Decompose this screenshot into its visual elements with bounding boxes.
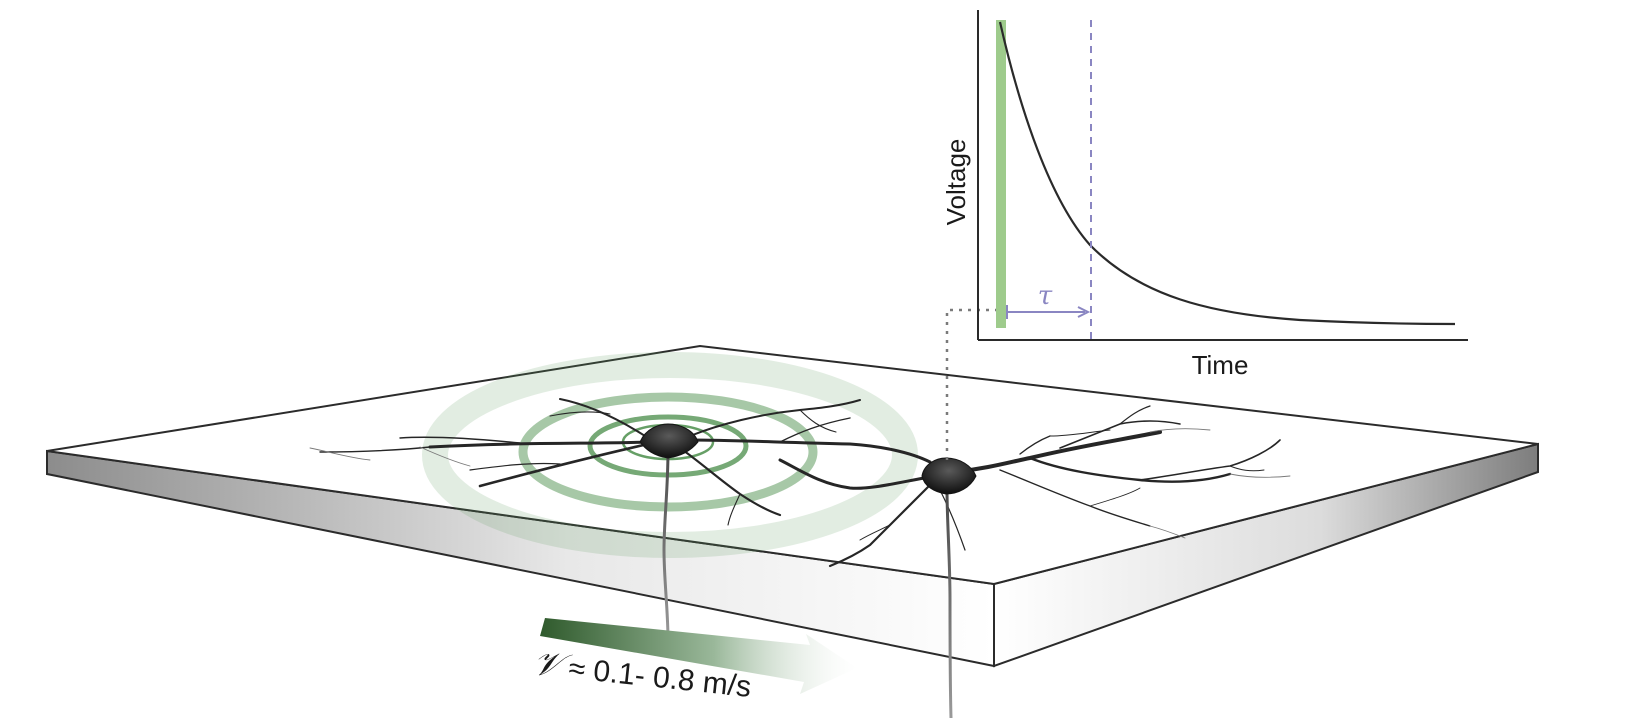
recording-lead [945,308,1008,460]
neuron-right [778,405,1291,718]
tau-label: τ [1038,281,1053,311]
velocity-arrow-shape [540,618,857,694]
tau-arrow [1006,305,1091,319]
x-axis-label: Time [1192,350,1249,380]
neuron-left-soma [639,423,699,459]
neuron-right-soma [921,457,977,495]
stimulus-bar [996,20,1006,328]
voltage-decay-curve [998,21,1456,326]
neuron-left-axon [662,448,670,642]
slab [46,344,1539,668]
neuron-left [309,398,932,642]
neuron-left-dendrites [309,398,932,526]
neuron-right-axon [945,488,953,718]
neuron-right-dendrites [778,405,1291,568]
inset-plot: τ Time Voltage [941,10,1468,380]
y-axis-label: Voltage [941,139,971,226]
velocity-arrow [540,618,857,694]
wave-ring-outer [422,352,918,558]
wave-ring-3 [518,392,818,512]
